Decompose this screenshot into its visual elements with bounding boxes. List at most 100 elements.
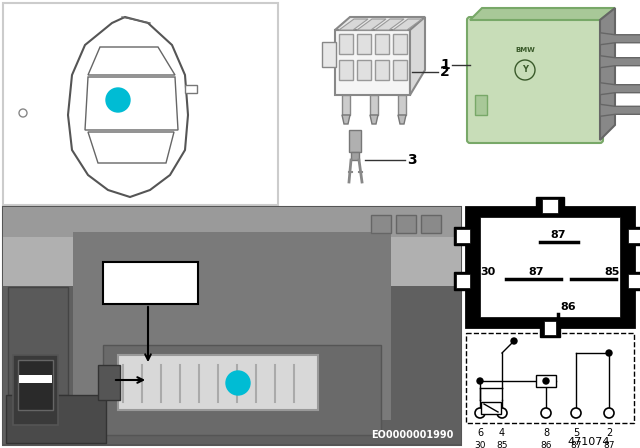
Circle shape bbox=[475, 408, 485, 418]
Text: 1: 1 bbox=[440, 58, 450, 72]
Text: 30: 30 bbox=[474, 440, 486, 448]
Bar bbox=[3, 207, 461, 286]
Bar bbox=[351, 152, 359, 160]
Text: 2: 2 bbox=[606, 428, 612, 438]
Bar bbox=[626, 227, 640, 245]
Text: 86: 86 bbox=[560, 302, 576, 312]
Text: Y: Y bbox=[522, 65, 528, 74]
Polygon shape bbox=[342, 115, 350, 124]
Polygon shape bbox=[339, 19, 368, 30]
Polygon shape bbox=[393, 19, 422, 30]
Bar bbox=[3, 207, 461, 445]
Bar bbox=[13, 355, 58, 425]
Bar bbox=[19, 375, 52, 383]
Bar bbox=[628, 229, 640, 243]
Circle shape bbox=[19, 109, 27, 117]
Bar bbox=[6, 395, 106, 443]
Text: K96: K96 bbox=[136, 270, 163, 283]
Text: 30: 30 bbox=[481, 267, 495, 277]
Circle shape bbox=[604, 408, 614, 418]
Text: 1: 1 bbox=[114, 94, 122, 107]
Bar bbox=[3, 286, 461, 444]
Text: EO0000001990: EO0000001990 bbox=[371, 430, 453, 440]
Bar bbox=[73, 232, 391, 420]
Bar bbox=[371, 215, 391, 233]
Bar bbox=[456, 229, 470, 243]
Bar bbox=[370, 95, 378, 115]
Circle shape bbox=[541, 408, 551, 418]
Bar bbox=[393, 60, 407, 80]
Polygon shape bbox=[600, 104, 640, 116]
Bar bbox=[375, 34, 389, 54]
Circle shape bbox=[477, 378, 483, 384]
Bar bbox=[98, 365, 120, 400]
Text: 87: 87 bbox=[550, 230, 566, 240]
Bar bbox=[421, 215, 441, 233]
Text: 85: 85 bbox=[604, 267, 620, 277]
Polygon shape bbox=[357, 19, 386, 30]
Text: 3: 3 bbox=[407, 153, 417, 167]
Text: 87: 87 bbox=[570, 440, 582, 448]
Polygon shape bbox=[335, 17, 425, 30]
Bar bbox=[536, 197, 564, 215]
Bar bbox=[3, 3, 278, 205]
Text: 5: 5 bbox=[573, 428, 579, 438]
Text: 86: 86 bbox=[540, 440, 552, 448]
Text: 87: 87 bbox=[528, 267, 544, 277]
Polygon shape bbox=[88, 47, 175, 75]
Circle shape bbox=[571, 408, 581, 418]
Bar bbox=[536, 375, 556, 387]
Bar bbox=[466, 333, 634, 423]
Text: 85: 85 bbox=[496, 440, 508, 448]
Polygon shape bbox=[68, 17, 188, 197]
Text: 471074: 471074 bbox=[568, 437, 610, 447]
Bar bbox=[542, 199, 558, 213]
Text: 8: 8 bbox=[543, 428, 549, 438]
Bar bbox=[540, 319, 560, 337]
Bar bbox=[322, 42, 336, 67]
Bar bbox=[3, 207, 461, 237]
Circle shape bbox=[106, 88, 130, 112]
Bar bbox=[357, 34, 371, 54]
Circle shape bbox=[497, 408, 507, 418]
Bar bbox=[398, 95, 406, 115]
Bar bbox=[454, 272, 474, 290]
Text: BMW: BMW bbox=[515, 47, 535, 53]
Bar bbox=[118, 355, 318, 410]
Polygon shape bbox=[410, 17, 425, 95]
Text: 87: 87 bbox=[604, 440, 615, 448]
Bar bbox=[466, 207, 634, 327]
Bar bbox=[481, 402, 501, 414]
Polygon shape bbox=[398, 115, 406, 124]
Bar bbox=[349, 130, 361, 152]
Polygon shape bbox=[600, 33, 640, 45]
Circle shape bbox=[226, 371, 250, 395]
Circle shape bbox=[511, 338, 517, 344]
Circle shape bbox=[606, 350, 612, 356]
Bar bbox=[454, 227, 474, 245]
Polygon shape bbox=[85, 77, 178, 130]
Bar bbox=[480, 217, 620, 317]
Bar bbox=[456, 274, 470, 288]
Bar bbox=[342, 95, 350, 115]
Bar bbox=[335, 30, 410, 95]
Bar bbox=[357, 60, 371, 80]
Text: 6: 6 bbox=[477, 428, 483, 438]
Bar bbox=[185, 85, 197, 93]
Bar bbox=[544, 321, 556, 335]
Bar bbox=[339, 34, 353, 54]
Text: 4: 4 bbox=[499, 428, 505, 438]
Text: X10156: X10156 bbox=[124, 285, 177, 298]
Bar bbox=[393, 34, 407, 54]
Circle shape bbox=[543, 378, 549, 384]
Bar bbox=[103, 345, 381, 435]
Polygon shape bbox=[600, 8, 615, 140]
Bar bbox=[475, 95, 487, 115]
Text: 1: 1 bbox=[234, 376, 243, 389]
Polygon shape bbox=[370, 115, 378, 124]
Polygon shape bbox=[470, 8, 615, 20]
Polygon shape bbox=[88, 132, 174, 163]
Bar bbox=[628, 274, 640, 288]
Polygon shape bbox=[600, 56, 640, 68]
FancyBboxPatch shape bbox=[467, 17, 603, 143]
